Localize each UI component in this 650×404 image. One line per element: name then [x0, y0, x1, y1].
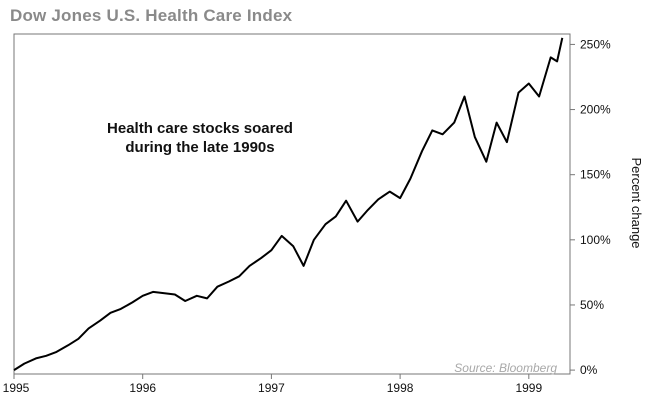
y-axis-label: Percent change: [629, 157, 644, 248]
y-tick-label: 150%: [580, 168, 611, 182]
x-tick-label: 1996: [129, 381, 156, 395]
plot-frame: [13, 33, 571, 375]
x-axis: 1995 1996 1997 1998 1999: [3, 374, 542, 395]
annotation-line-2: during the late 1990s: [125, 139, 274, 156]
x-tick-label: 1997: [258, 381, 285, 395]
annotation-line-1: Health care stocks soared: [107, 120, 293, 137]
y-tick-label: 50%: [580, 298, 604, 312]
y-tick-label: 100%: [580, 233, 611, 247]
series-line: [13, 37, 564, 371]
y-axis: 0% 50% 100% 150% 200% 250%: [570, 37, 611, 377]
x-tick-label: 1995: [3, 381, 30, 395]
y-tick-label: 0%: [580, 363, 598, 377]
y-tick-label: 200%: [580, 103, 611, 117]
source-note: Source: Bloomberg: [454, 361, 557, 375]
y-tick-label: 250%: [580, 37, 611, 51]
chart-title: Dow Jones U.S. Health Care Index: [10, 6, 293, 25]
x-tick-label: 1999: [515, 381, 542, 395]
x-tick-label: 1998: [387, 381, 414, 395]
